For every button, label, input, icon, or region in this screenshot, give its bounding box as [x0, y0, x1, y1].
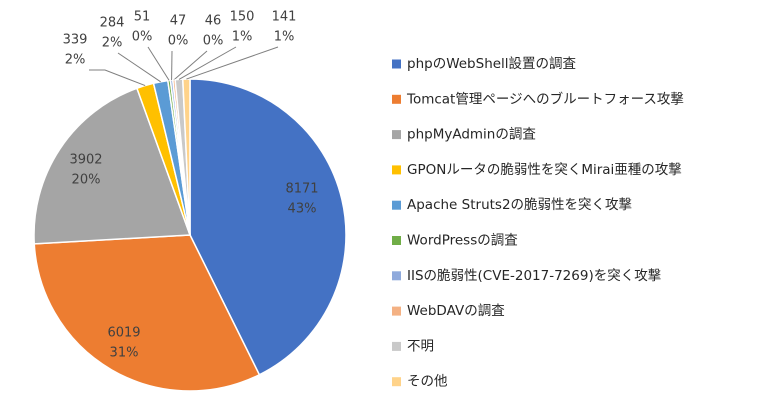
legend-label: その他: [407, 374, 448, 390]
pie-slice: [33, 87, 192, 245]
legend-marker: [392, 341, 401, 351]
legend-label: Apache Struts2の脆弱性を突く攻撃: [407, 196, 632, 213]
data-label: 150: [230, 10, 255, 25]
legend-marker: [392, 165, 401, 175]
percent-label: 1%: [274, 30, 295, 45]
legend-marker: [392, 94, 401, 104]
leader-line: [147, 46, 170, 81]
legend-label: WordPressの調査: [407, 233, 518, 249]
legend-marker: [392, 130, 401, 140]
pie-slice: [33, 234, 261, 392]
percent-label: 2%: [65, 53, 86, 68]
data-label: 141: [272, 10, 297, 25]
data-label: 6019: [107, 326, 140, 341]
legend-marker: [392, 271, 401, 281]
data-label: 284: [100, 16, 125, 31]
leader-line: [89, 69, 146, 87]
legend-label: phpMyAdminの調査: [407, 127, 536, 143]
legend-label: 不明: [407, 338, 434, 354]
percent-label: 0%: [132, 30, 153, 45]
percent-label: 20%: [72, 173, 101, 188]
legend-label: WebDAVの調査: [407, 303, 505, 319]
percent-label: 2%: [102, 36, 123, 51]
data-label: 51: [134, 10, 151, 25]
legend-marker: [392, 200, 401, 210]
pie-slice: [189, 78, 347, 376]
legend-label: GPONルータの脆弱性を突くMirai亜種の攻撃: [407, 161, 682, 178]
legend-marker: [392, 59, 401, 69]
percent-label: 0%: [203, 34, 224, 49]
legend-label: IISの脆弱性(CVE-2017-7269)を突く攻撃: [407, 267, 661, 284]
leader-line: [178, 46, 237, 80]
legend-label: Tomcat管理ページへのブルートフォース攻撃: [406, 90, 684, 107]
percent-label: 1%: [232, 30, 253, 45]
data-label: 47: [170, 14, 187, 29]
leader-line: [117, 52, 161, 83]
data-label: 46: [205, 14, 222, 29]
leader-line: [173, 50, 208, 81]
percent-label: 43%: [288, 202, 317, 217]
legend-label: phpのWebShell設置の調査: [407, 56, 577, 72]
data-label: 339: [63, 33, 88, 48]
leader-line: [186, 46, 279, 80]
data-label: 3902: [69, 153, 102, 168]
data-label: 8171: [285, 182, 318, 197]
legend-marker: [392, 377, 401, 387]
legend-marker: [392, 306, 401, 316]
percent-label: 31%: [110, 346, 139, 361]
percent-label: 0%: [168, 34, 189, 49]
legend-marker: [392, 236, 401, 245]
